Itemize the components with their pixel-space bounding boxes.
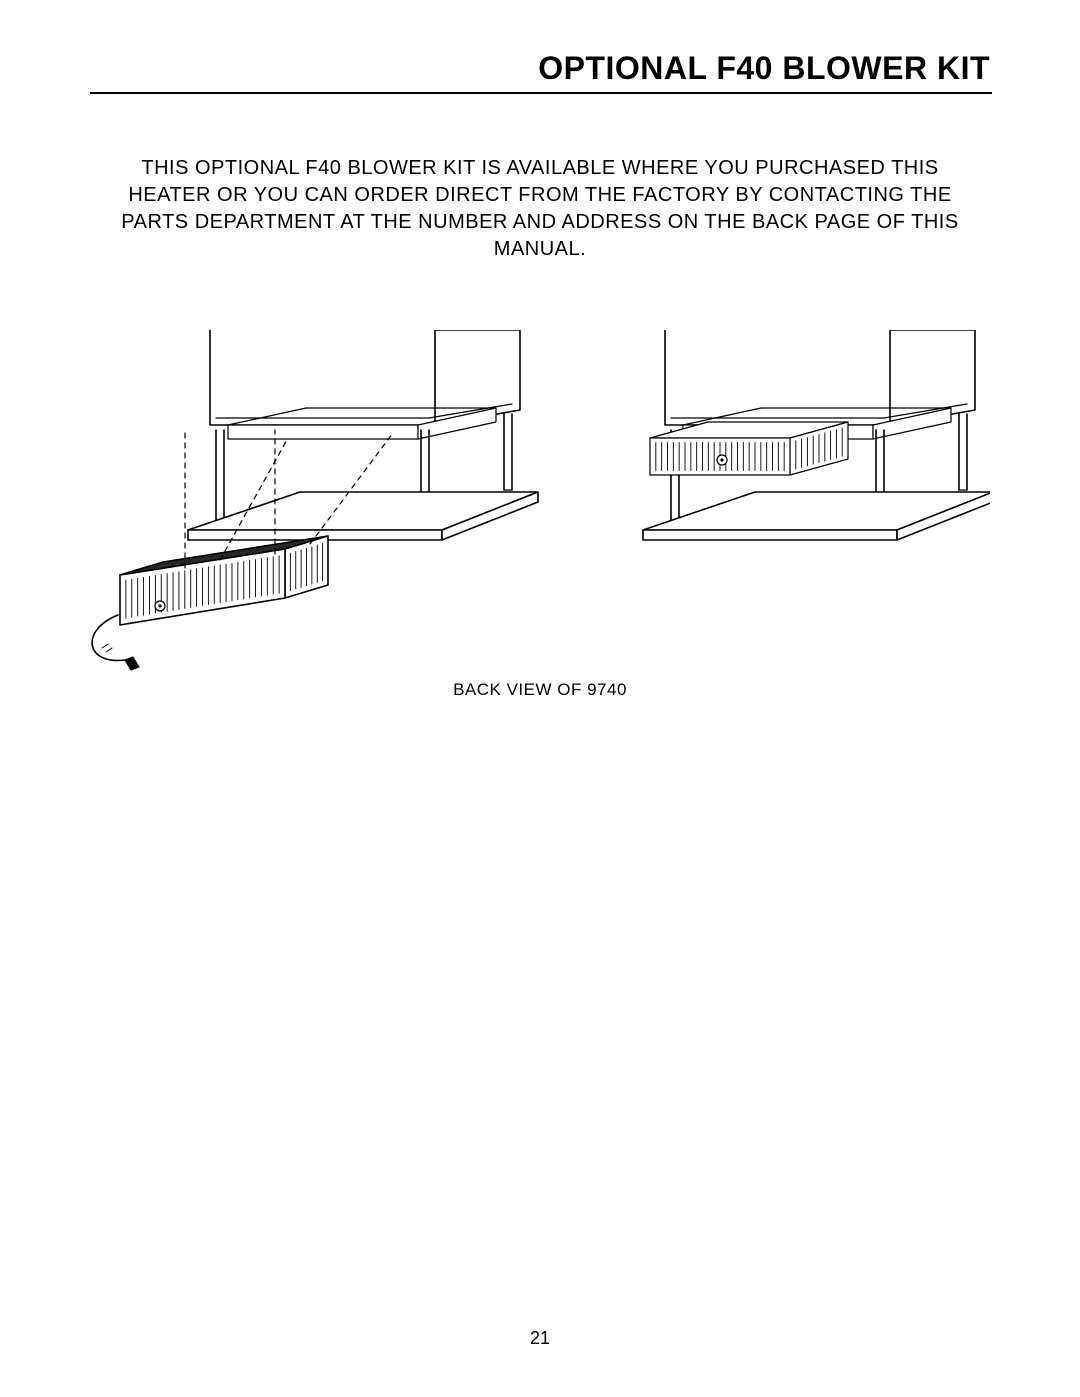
- figure-caption: BACK VIEW OF 9740: [0, 680, 1080, 700]
- page-number: 21: [0, 1328, 1080, 1349]
- page-title: OPTIONAL F40 BLOWER KIT: [538, 50, 990, 87]
- intro-paragraph: THIS OPTIONAL F40 BLOWER KIT IS AVAILABL…: [120, 155, 960, 263]
- title-rule: [90, 92, 992, 94]
- installation-diagram: [90, 330, 990, 700]
